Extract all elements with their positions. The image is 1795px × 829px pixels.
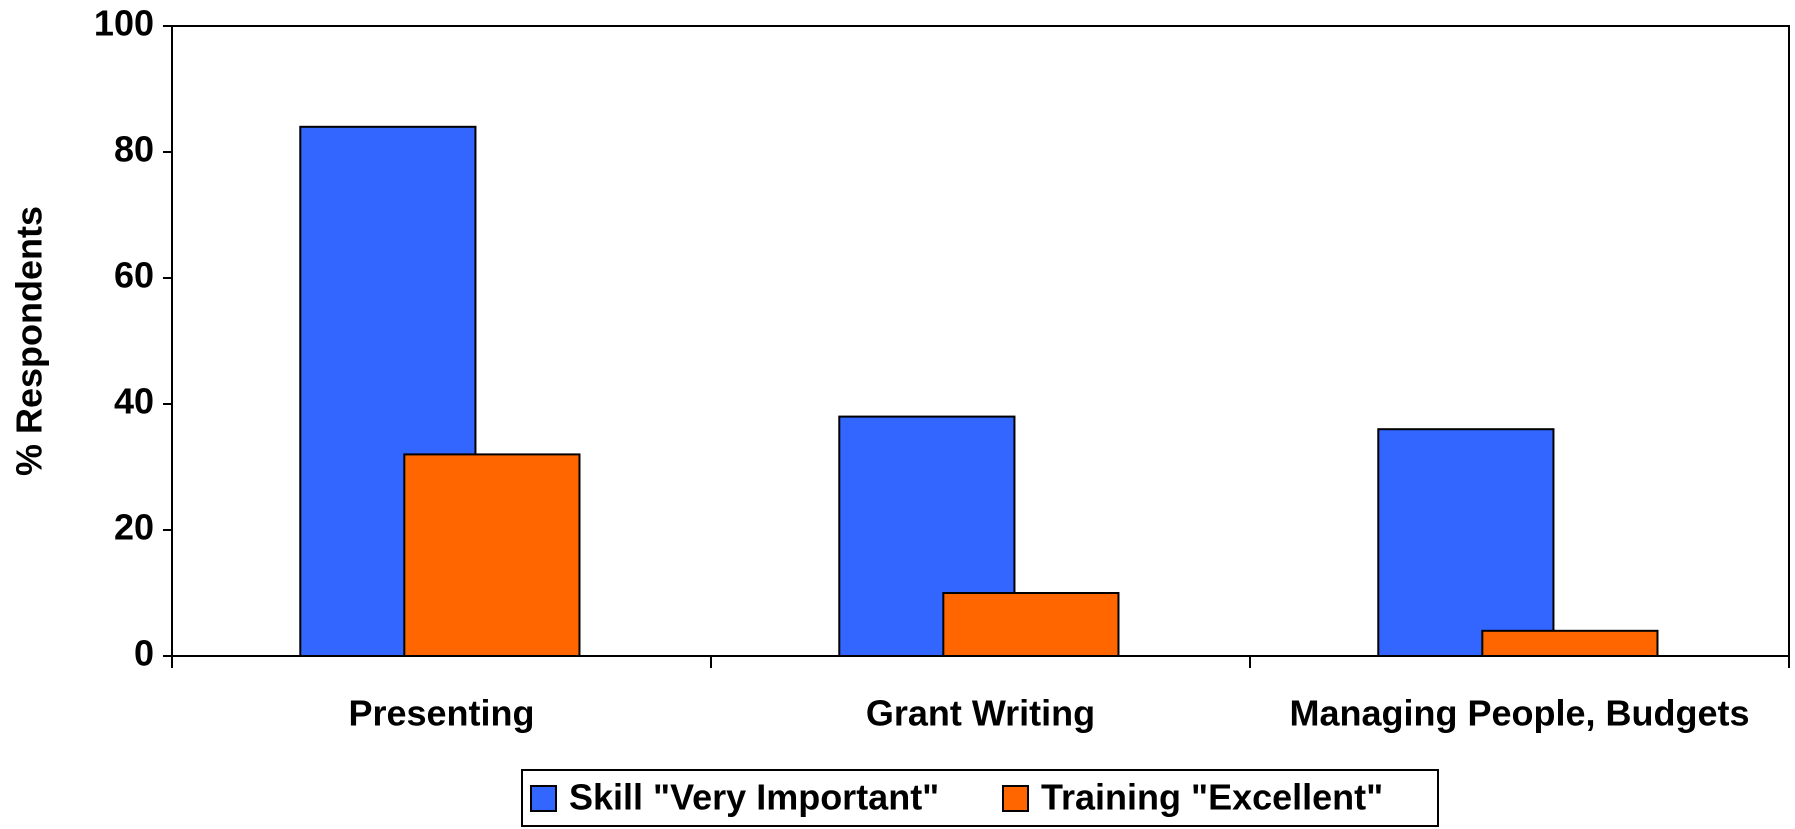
y-tick-label: 100	[94, 3, 154, 44]
y-tick-label: 60	[114, 255, 154, 296]
y-tick-label: 40	[114, 381, 154, 422]
bar	[942, 592, 1120, 657]
x-tick-label: Grant Writing	[866, 693, 1095, 734]
y-tick-label: 80	[114, 129, 154, 170]
bar	[403, 453, 581, 657]
legend-swatch	[1002, 785, 1029, 812]
legend-label: Training "Excellent"	[1041, 777, 1383, 818]
bar	[1377, 428, 1555, 658]
legend-swatch	[530, 785, 557, 812]
legend-box	[521, 769, 1439, 827]
bar	[1481, 629, 1659, 657]
y-tick-label: 20	[114, 507, 154, 548]
legend-label: Skill "Very Important"	[569, 777, 939, 818]
y-tick-label: 0	[134, 633, 154, 674]
x-tick-label: Managing People, Budgets	[1289, 693, 1749, 734]
x-tick-label: Presenting	[348, 693, 534, 734]
y-axis-label: % Respondents	[9, 206, 50, 476]
